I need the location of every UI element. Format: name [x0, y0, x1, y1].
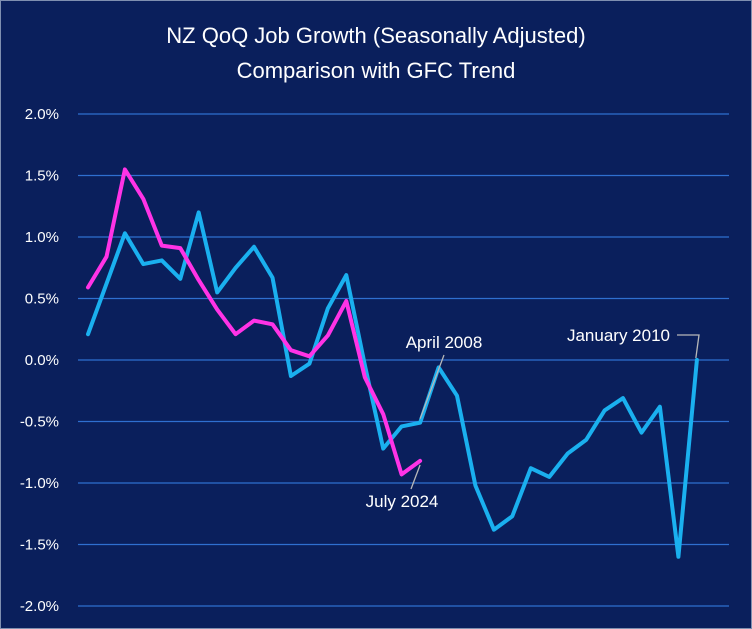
y-tick-label: 2.0% — [25, 106, 59, 123]
y-tick-label: -1.5% — [20, 537, 59, 554]
annotation-leader — [419, 354, 445, 419]
y-tick-label: 0.0% — [25, 352, 59, 369]
annotation-label: July 2024 — [366, 492, 439, 511]
y-tick-label: 1.0% — [25, 229, 59, 246]
y-tick-label: -2.0% — [20, 598, 59, 615]
series-line-2 — [86, 167, 423, 477]
annotation-leader — [677, 334, 700, 359]
annotation-label: April 2008 — [406, 333, 483, 352]
y-tick-label: 0.5% — [25, 291, 59, 308]
annotation-leader — [410, 464, 421, 490]
annotation-label: January 2010 — [567, 326, 670, 345]
y-tick-label: 1.5% — [25, 168, 59, 185]
chart-title: NZ QoQ Job Growth (Seasonally Adjusted) — [166, 23, 586, 48]
chart-subtitle: Comparison with GFC Trend — [236, 58, 516, 83]
y-tick-label: -0.5% — [20, 414, 59, 431]
y-tick-label: -1.0% — [20, 475, 59, 492]
